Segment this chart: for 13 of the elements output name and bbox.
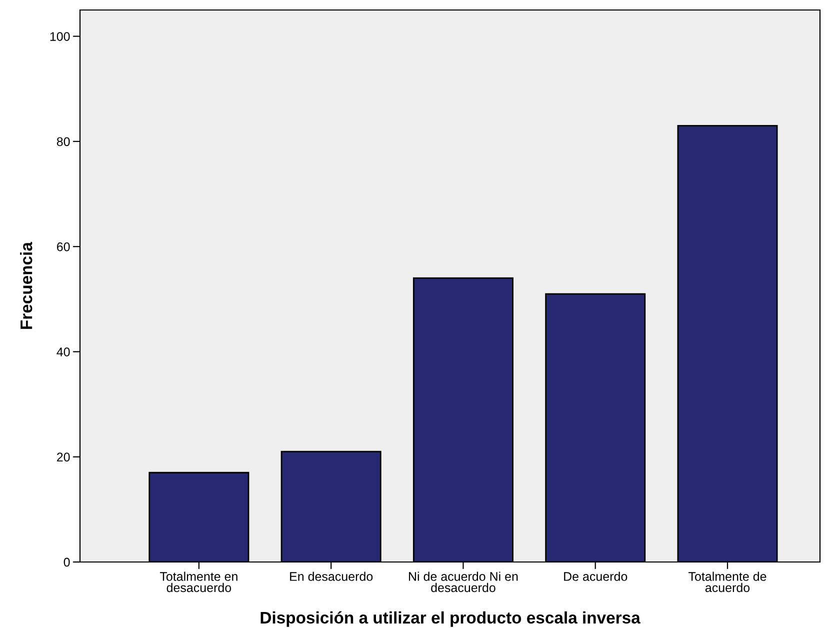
- x-tick-label: En desacuerdo: [290, 572, 373, 581]
- x-tick-label: Totalmente de acuerdo: [688, 572, 766, 592]
- x-tick-label: Ni de acuerdo Ni en desacuerdo: [409, 572, 518, 592]
- y-axis-title: Frecuencia: [20, 242, 32, 329]
- y-tick-label: 100: [50, 32, 70, 41]
- y-tick-label: 20: [57, 452, 70, 462]
- x-tick-label: Totalmente en desacuerdo: [160, 572, 238, 592]
- x-tick-label: De acuerdo: [564, 572, 628, 581]
- y-tick-label: 0: [64, 558, 70, 567]
- y-tick-label: 40: [56, 348, 70, 356]
- y-tick-label: 80: [56, 137, 70, 146]
- x-axis-title: Disposición a utilizar el producto escala inversa: [260, 611, 640, 627]
- y-tick-label: 60: [57, 242, 70, 252]
